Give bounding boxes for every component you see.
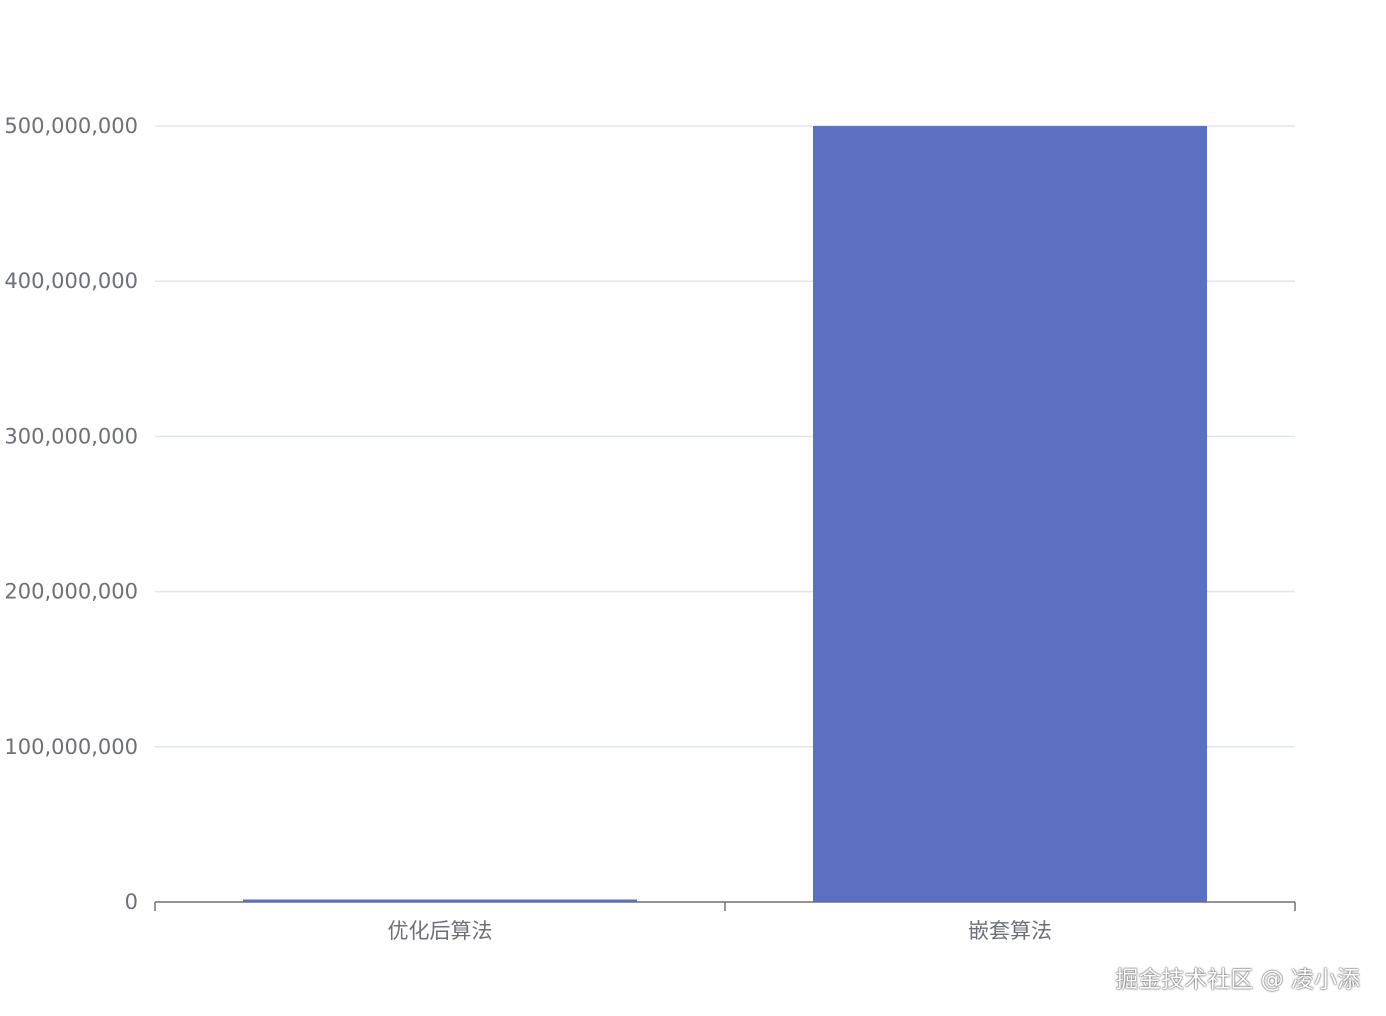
y-tick-label: 200,000,000 bbox=[4, 580, 138, 604]
y-tick-label: 0 bbox=[125, 890, 138, 914]
watermark: 掘金技术社区 @ 凌小添 bbox=[1115, 967, 1360, 993]
y-tick-label: 500,000,000 bbox=[4, 114, 138, 138]
y-tick-label: 100,000,000 bbox=[4, 735, 138, 759]
x-tick-label: 优化后算法 bbox=[388, 919, 493, 943]
y-tick-label: 400,000,000 bbox=[4, 269, 138, 293]
bar-1 bbox=[243, 899, 637, 902]
bar-2 bbox=[813, 126, 1207, 902]
x-tick-label: 嵌套算法 bbox=[968, 919, 1052, 943]
y-tick-label: 300,000,000 bbox=[4, 424, 138, 448]
